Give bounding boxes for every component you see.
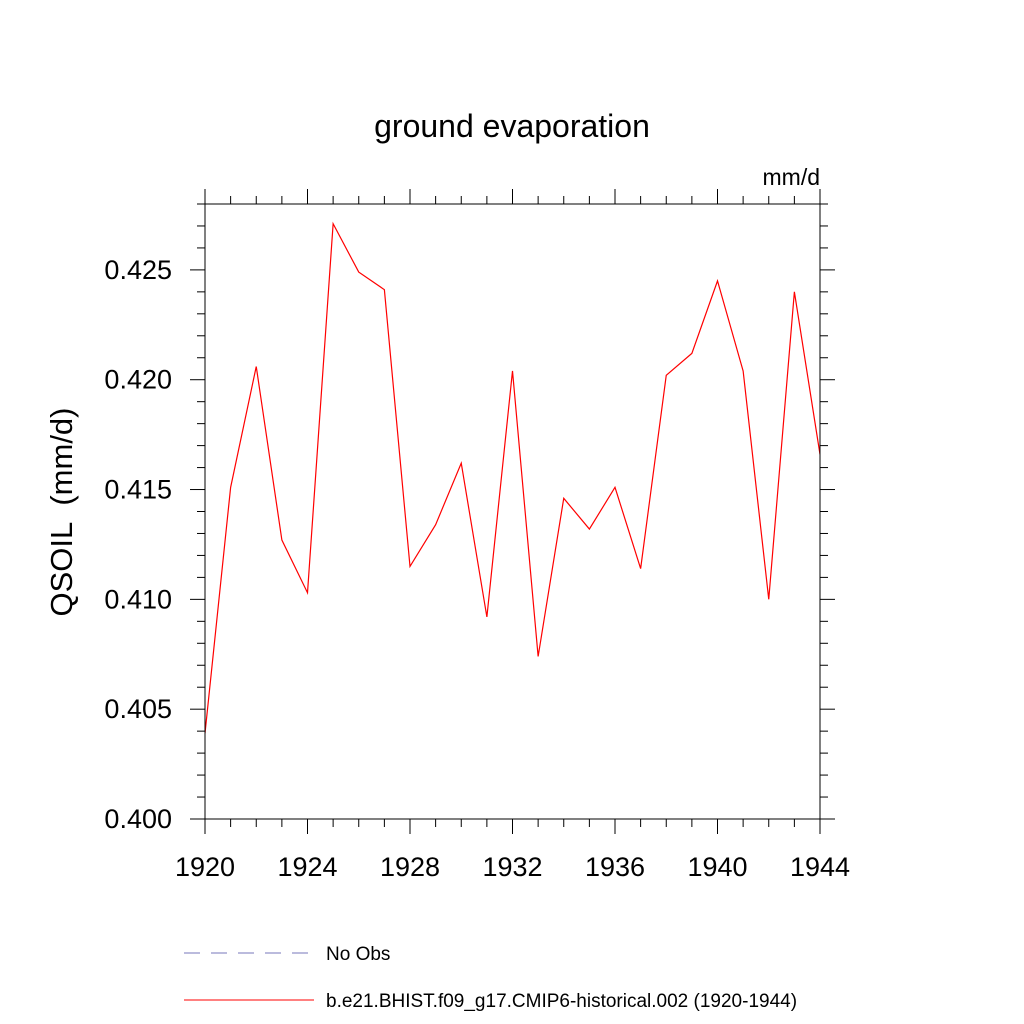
y-tick-label: 0.415 xyxy=(104,475,172,505)
tick-marks xyxy=(190,189,835,834)
x-tick-label: 1928 xyxy=(380,852,440,882)
series-line xyxy=(205,221,820,734)
y-tick-label: 0.420 xyxy=(104,365,172,395)
y-tick-labels: 0.400 0.405 0.410 0.415 0.420 0.425 xyxy=(104,255,172,834)
plot-frame xyxy=(204,203,821,820)
units-label: mm/d xyxy=(763,164,821,190)
y-tick-label: 0.425 xyxy=(104,255,172,285)
y-tick-label: 0.405 xyxy=(104,694,172,724)
x-tick-label: 1940 xyxy=(687,852,747,882)
plot-area xyxy=(205,221,820,734)
x-tick-label: 1936 xyxy=(585,852,645,882)
x-tick-labels: 1920 1924 1928 1932 1936 1940 1944 xyxy=(175,852,850,882)
y-axis-label: QSOIL (mm/d) xyxy=(44,408,79,617)
legend-label: No Obs xyxy=(326,944,390,965)
x-tick-label: 1924 xyxy=(277,852,337,882)
y-tick-label: 0.400 xyxy=(104,804,172,834)
x-tick-label: 1920 xyxy=(175,852,235,882)
legend-entry: b.e21.BHIST.f09_g17.CMIP6-historical.002… xyxy=(184,991,797,1012)
legend-label: b.e21.BHIST.f09_g17.CMIP6-historical.002… xyxy=(326,991,797,1012)
legend: No Obs b.e21.BHIST.f09_g17.CMIP6-historic… xyxy=(184,944,797,1012)
x-tick-label: 1944 xyxy=(790,852,850,882)
y-tick-label: 0.410 xyxy=(104,584,172,614)
chart-title: ground evaporation xyxy=(374,108,650,144)
legend-entry: No Obs xyxy=(184,944,390,965)
x-tick-label: 1932 xyxy=(482,852,542,882)
